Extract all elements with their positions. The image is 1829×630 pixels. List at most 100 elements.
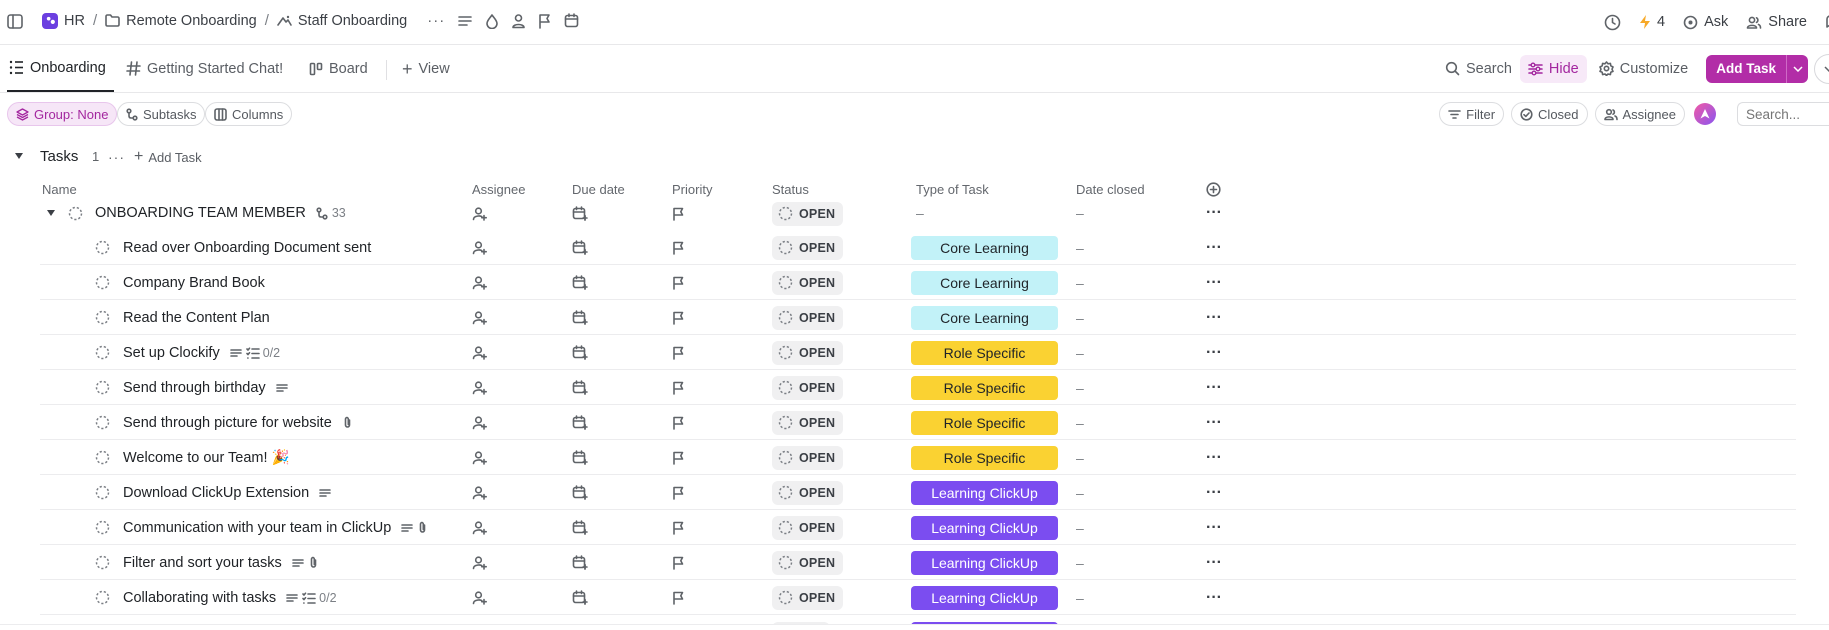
task-status-circle-icon[interactable]	[95, 510, 110, 545]
assignee-icon[interactable]	[472, 196, 487, 231]
assignee-icon[interactable]	[472, 440, 487, 475]
breadcrumb-folder[interactable]: Remote Onboarding	[105, 13, 257, 29]
status-badge[interactable]: OPEN	[772, 550, 844, 575]
task-name[interactable]: Send through birthday	[123, 379, 266, 396]
add-task-button[interactable]: Add Task	[1706, 54, 1808, 83]
column-header-name[interactable]: Name	[42, 182, 77, 197]
row-more-icon[interactable]: ···	[1206, 308, 1222, 326]
task-status-circle-icon[interactable]	[95, 405, 110, 440]
task-name[interactable]: Read the Content Plan	[123, 309, 270, 326]
status-badge[interactable]: OPEN	[772, 340, 844, 365]
due-date-icon[interactable]	[572, 580, 588, 615]
sidebar-toggle-icon[interactable]	[7, 14, 23, 29]
color-icon[interactable]	[485, 13, 499, 29]
task-row[interactable]: Set up Clockify 0/2 OPEN Role Specific –…	[40, 335, 1796, 370]
task-name[interactable]: Company Brand Book	[123, 274, 265, 291]
task-type-badge[interactable]: Role Specific	[911, 445, 1058, 470]
task-name[interactable]: Communication with your team in ClickUp	[123, 519, 392, 536]
task-name[interactable]: Download ClickUp Extension	[123, 484, 310, 501]
assignee-icon[interactable]	[472, 510, 487, 545]
automations-button[interactable]: 4	[1639, 14, 1665, 30]
due-date-icon[interactable]	[572, 475, 588, 510]
assignee-icon[interactable]	[472, 370, 487, 405]
row-more-icon[interactable]: ···	[1206, 378, 1222, 396]
group-by-chip[interactable]: Group: None	[7, 102, 118, 126]
priority-flag-icon[interactable]	[672, 545, 685, 580]
task-status-circle-icon[interactable]	[95, 300, 110, 335]
due-date-icon[interactable]	[572, 265, 588, 300]
row-more-icon[interactable]: ···	[1206, 273, 1222, 291]
due-date-icon[interactable]	[572, 196, 588, 231]
task-status-circle-icon[interactable]	[95, 475, 110, 510]
status-badge[interactable]: OPEN	[772, 445, 844, 470]
search-button[interactable]: Search	[1437, 55, 1520, 83]
task-name[interactable]: ONBOARDING TEAM MEMBER	[95, 205, 306, 221]
task-type-badge[interactable]: Learning ClickUp	[911, 515, 1058, 540]
avatar[interactable]	[1694, 103, 1716, 125]
expand-caret-icon[interactable]	[46, 196, 56, 230]
task-status-circle-icon[interactable]	[68, 196, 83, 230]
task-row[interactable]: Collaborating with tasks 0/2 OPEN Learni…	[40, 580, 1796, 615]
assignee-icon[interactable]	[472, 300, 487, 335]
priority-flag-icon[interactable]	[672, 300, 685, 335]
column-header-due-date[interactable]: Due date	[572, 182, 625, 197]
due-date-icon[interactable]	[572, 230, 588, 265]
task-row[interactable]: Read over Onboarding Document sent OPEN …	[40, 230, 1796, 265]
column-header-status[interactable]: Status	[772, 182, 809, 197]
task-name[interactable]: Read over Onboarding Document sent	[123, 239, 372, 256]
task-type-badge[interactable]: Learning ClickUp	[911, 585, 1058, 610]
task-status-circle-icon[interactable]	[95, 335, 110, 370]
more-options-button[interactable]	[1814, 53, 1829, 84]
assignee-icon[interactable]	[472, 545, 487, 580]
task-status-circle-icon[interactable]	[95, 265, 110, 300]
share-button[interactable]: Share	[1746, 14, 1807, 30]
task-status-circle-icon[interactable]	[95, 440, 110, 475]
priority-flag-icon[interactable]	[672, 335, 685, 370]
task-row[interactable]: Welcome to our Team! 🎉 OPEN Role Specifi…	[40, 440, 1796, 475]
task-row[interactable]: Company Brand Book OPEN Core Learning – …	[40, 265, 1796, 300]
task-type-badge[interactable]: Role Specific	[911, 375, 1058, 400]
due-date-icon[interactable]	[572, 440, 588, 475]
task-name[interactable]: Send through picture for website	[123, 414, 332, 431]
task-row[interactable]: Communication with your team in ClickUp …	[40, 510, 1796, 545]
task-status-circle-icon[interactable]	[95, 370, 110, 405]
assignee-icon[interactable]	[472, 265, 487, 300]
status-badge[interactable]: OPEN	[772, 515, 844, 540]
priority-flag-icon[interactable]	[672, 405, 685, 440]
due-date-icon[interactable]	[572, 370, 588, 405]
status-badge[interactable]: OPEN	[772, 270, 844, 295]
task-status-circle-icon[interactable]	[95, 230, 110, 265]
due-date-icon[interactable]	[572, 335, 588, 370]
task-type-badge[interactable]: Role Specific	[911, 410, 1058, 435]
priority-flag-icon[interactable]	[672, 230, 685, 265]
closed-chip[interactable]: Closed	[1511, 102, 1588, 126]
task-row[interactable]: Send through picture for website OPEN Ro…	[40, 405, 1796, 440]
status-badge[interactable]: OPEN	[772, 235, 844, 260]
breadcrumb-workspace[interactable]: HR	[42, 12, 85, 29]
task-type-badge[interactable]: Core Learning	[911, 305, 1058, 330]
task-row[interactable]: Read the Content Plan OPEN Core Learning…	[40, 300, 1796, 335]
more-icon[interactable]: ···	[427, 12, 446, 29]
assignee-icon[interactable]	[472, 475, 487, 510]
priority-flag-icon[interactable]	[672, 475, 685, 510]
due-date-icon[interactable]	[572, 300, 588, 335]
columns-chip[interactable]: Columns	[205, 102, 293, 126]
priority-flag-icon[interactable]	[672, 440, 685, 475]
priority-flag-icon[interactable]	[672, 510, 685, 545]
ask-button[interactable]: Ask	[1683, 14, 1728, 30]
task-status-circle-icon[interactable]	[95, 580, 110, 615]
timer-icon[interactable]	[1604, 14, 1621, 31]
task-type-badge[interactable]: Learning ClickUp	[911, 480, 1058, 505]
column-header-priority[interactable]: Priority	[672, 182, 713, 197]
status-badge[interactable]: OPEN	[772, 585, 844, 610]
task-name[interactable]: Set up Clockify	[123, 344, 220, 361]
task-row[interactable]: Download ClickUp Extension OPEN Learning…	[40, 475, 1796, 510]
search-input[interactable]	[1737, 102, 1829, 126]
flag-icon[interactable]	[538, 13, 552, 29]
collapse-caret-icon[interactable]	[14, 152, 24, 160]
calendar-icon[interactable]	[564, 13, 579, 28]
status-badge[interactable]: OPEN	[772, 480, 844, 505]
task-type-badge[interactable]: Learning ClickUp	[911, 550, 1058, 575]
tab-getting-started-chat[interactable]: Getting Started Chat!	[126, 45, 283, 92]
row-more-icon[interactable]: ···	[1206, 343, 1222, 361]
